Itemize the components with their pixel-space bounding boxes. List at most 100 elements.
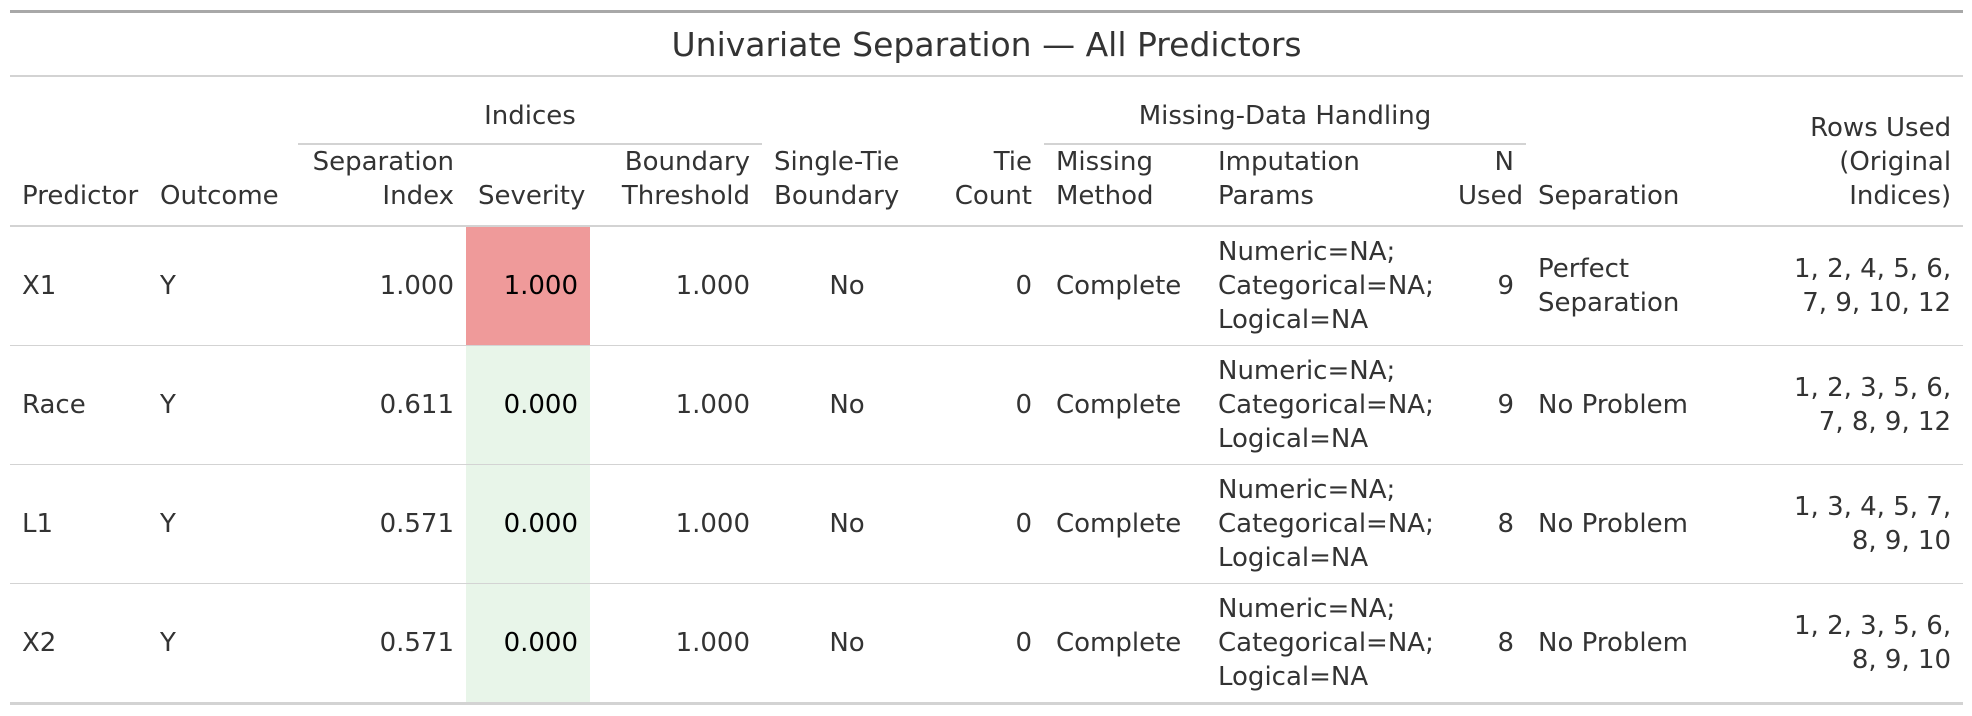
table-body: X1 Y 1.000 1.000 1.000 No 0 Complete Num… (10, 226, 1964, 705)
cell-boundary-threshold: 1.000 (590, 345, 762, 465)
cell-outcome: Y (148, 345, 298, 465)
imputation-line: Categorical=NA; (1218, 628, 1434, 658)
cell-boundary-threshold: 1.000 (590, 226, 762, 346)
rows-used-line: 8, 9, 10 (1851, 645, 1952, 675)
imputation-line: Numeric=NA; (1218, 356, 1396, 386)
cell-single-tie-boundary: No (762, 464, 932, 584)
header-n-used: N Used (1446, 144, 1526, 227)
header-single-tie-line2: Boundary (774, 181, 900, 211)
imputation-line: Numeric=NA; (1218, 237, 1396, 267)
rows-used-line: 1, 2, 3, 5, 6, (1794, 611, 1952, 641)
cell-separation: Perfect Separation (1526, 226, 1726, 346)
imputation-line: Numeric=NA; (1218, 594, 1396, 624)
rows-used-line: 1, 2, 3, 5, 6, (1794, 373, 1952, 403)
header-rows-used-line1: Rows Used (1810, 113, 1952, 143)
header-rows-used-line2: (Original (1839, 147, 1952, 177)
header-separation: Separation (1526, 144, 1726, 227)
cell-single-tie-boundary: No (762, 583, 932, 705)
imputation-line: Logical=NA (1218, 305, 1369, 335)
header-missing-method-line1: Missing (1056, 147, 1153, 177)
cell-separation-index: 1.000 (298, 226, 466, 346)
header-boundary-threshold-line1: Boundary (624, 147, 750, 177)
table-row: X2 Y 0.571 0.000 1.000 No 0 Complete Num… (10, 583, 1964, 705)
cell-rows-used: 1, 3, 4, 5, 7, 8, 9, 10 (1726, 464, 1964, 584)
imputation-line: Logical=NA (1218, 662, 1369, 692)
separation-line: Separation (1538, 288, 1680, 318)
separation-line: Perfect (1538, 254, 1630, 284)
cell-imputation-params: Numeric=NA; Categorical=NA; Logical=NA (1206, 583, 1446, 705)
cell-tie-count: 0 (932, 583, 1044, 705)
imputation-line: Categorical=NA; (1218, 390, 1434, 420)
cell-severity: 0.000 (466, 583, 590, 705)
rows-used-line: 1, 3, 4, 5, 7, (1794, 492, 1952, 522)
rows-used-line: 8, 9, 10 (1851, 526, 1952, 556)
cell-n-used: 8 (1446, 583, 1526, 705)
imputation-line: Categorical=NA; (1218, 509, 1434, 539)
cell-predictor: X2 (10, 583, 148, 705)
cell-rows-used: 1, 2, 4, 5, 6, 7, 9, 10, 12 (1726, 226, 1964, 346)
header-rows-used-line3: Indices) (1849, 181, 1952, 211)
cell-n-used: 8 (1446, 464, 1526, 584)
cell-missing-method: Complete (1044, 345, 1206, 465)
header-tie-count-line1: Tie (993, 147, 1032, 177)
cell-imputation-params: Numeric=NA; Categorical=NA; Logical=NA (1206, 345, 1446, 465)
header-predictor: Predictor (10, 144, 148, 227)
cell-predictor: L1 (10, 464, 148, 584)
header-severity: Severity (466, 144, 590, 227)
cell-separation-index: 0.571 (298, 464, 466, 584)
cell-boundary-threshold: 1.000 (590, 583, 762, 705)
rows-used-line: 7, 9, 10, 12 (1802, 288, 1952, 318)
cell-n-used: 9 (1446, 345, 1526, 465)
cell-outcome: Y (148, 226, 298, 346)
cell-severity: 1.000 (466, 226, 590, 346)
cell-boundary-threshold: 1.000 (590, 464, 762, 584)
separation-table-container: Univariate Separation — All Predictors I… (10, 10, 1964, 705)
cell-severity: 0.000 (466, 464, 590, 584)
cell-n-used: 9 (1446, 226, 1526, 346)
imputation-line: Logical=NA (1218, 424, 1369, 454)
cell-tie-count: 0 (932, 464, 1044, 584)
imputation-line: Numeric=NA; (1218, 475, 1396, 505)
separation-table: Univariate Separation — All Predictors I… (10, 10, 1964, 705)
table-title: Univariate Separation — All Predictors (10, 10, 1964, 77)
header-tie-count: Tie Count (932, 144, 1044, 227)
cell-tie-count: 0 (932, 345, 1044, 465)
cell-separation: No Problem (1526, 464, 1726, 584)
imputation-line: Logical=NA (1218, 543, 1369, 573)
header-imputation-params: Imputation Params (1206, 144, 1446, 227)
table-row: X1 Y 1.000 1.000 1.000 No 0 Complete Num… (10, 226, 1964, 346)
cell-rows-used: 1, 2, 3, 5, 6, 7, 8, 9, 12 (1726, 345, 1964, 465)
cell-tie-count: 0 (932, 226, 1044, 346)
cell-predictor: Race (10, 345, 148, 465)
table-row: Race Y 0.611 0.000 1.000 No 0 Complete N… (10, 345, 1964, 465)
header-missing-method: Missing Method (1044, 144, 1206, 227)
cell-imputation-params: Numeric=NA; Categorical=NA; Logical=NA (1206, 464, 1446, 584)
cell-single-tie-boundary: No (762, 345, 932, 465)
header-missing-method-line2: Method (1056, 181, 1154, 211)
cell-missing-method: Complete (1044, 583, 1206, 705)
spanner-indices: Indices (298, 76, 762, 145)
header-separation-index-line2: Index (382, 181, 454, 211)
separation-line: No Problem (1538, 628, 1688, 658)
header-single-tie-line1: Single-Tie (774, 147, 900, 177)
cell-outcome: Y (148, 464, 298, 584)
spanner-missing-data-handling: Missing-Data Handling (1044, 76, 1526, 145)
header-n-used-line2: Used (1458, 181, 1524, 211)
cell-rows-used: 1, 2, 3, 5, 6, 8, 9, 10 (1726, 583, 1964, 705)
cell-outcome: Y (148, 583, 298, 705)
cell-separation-index: 0.611 (298, 345, 466, 465)
header-boundary-threshold-line2: Threshold (621, 181, 750, 211)
header-single-tie-boundary: Single-Tie Boundary (762, 144, 932, 227)
cell-separation-index: 0.571 (298, 583, 466, 705)
separation-line: No Problem (1538, 390, 1688, 420)
header-boundary-threshold: Boundary Threshold (590, 144, 762, 227)
cell-severity: 0.000 (466, 345, 590, 465)
separation-line: No Problem (1538, 509, 1688, 539)
cell-imputation-params: Numeric=NA; Categorical=NA; Logical=NA (1206, 226, 1446, 346)
header-separation-index: Separation Index (298, 144, 466, 227)
rows-used-line: 7, 8, 9, 12 (1818, 407, 1952, 437)
cell-single-tie-boundary: No (762, 226, 932, 346)
cell-predictor: X1 (10, 226, 148, 346)
cell-separation: No Problem (1526, 583, 1726, 705)
header-rows-used: Rows Used (Original Indices) (1726, 76, 1964, 227)
